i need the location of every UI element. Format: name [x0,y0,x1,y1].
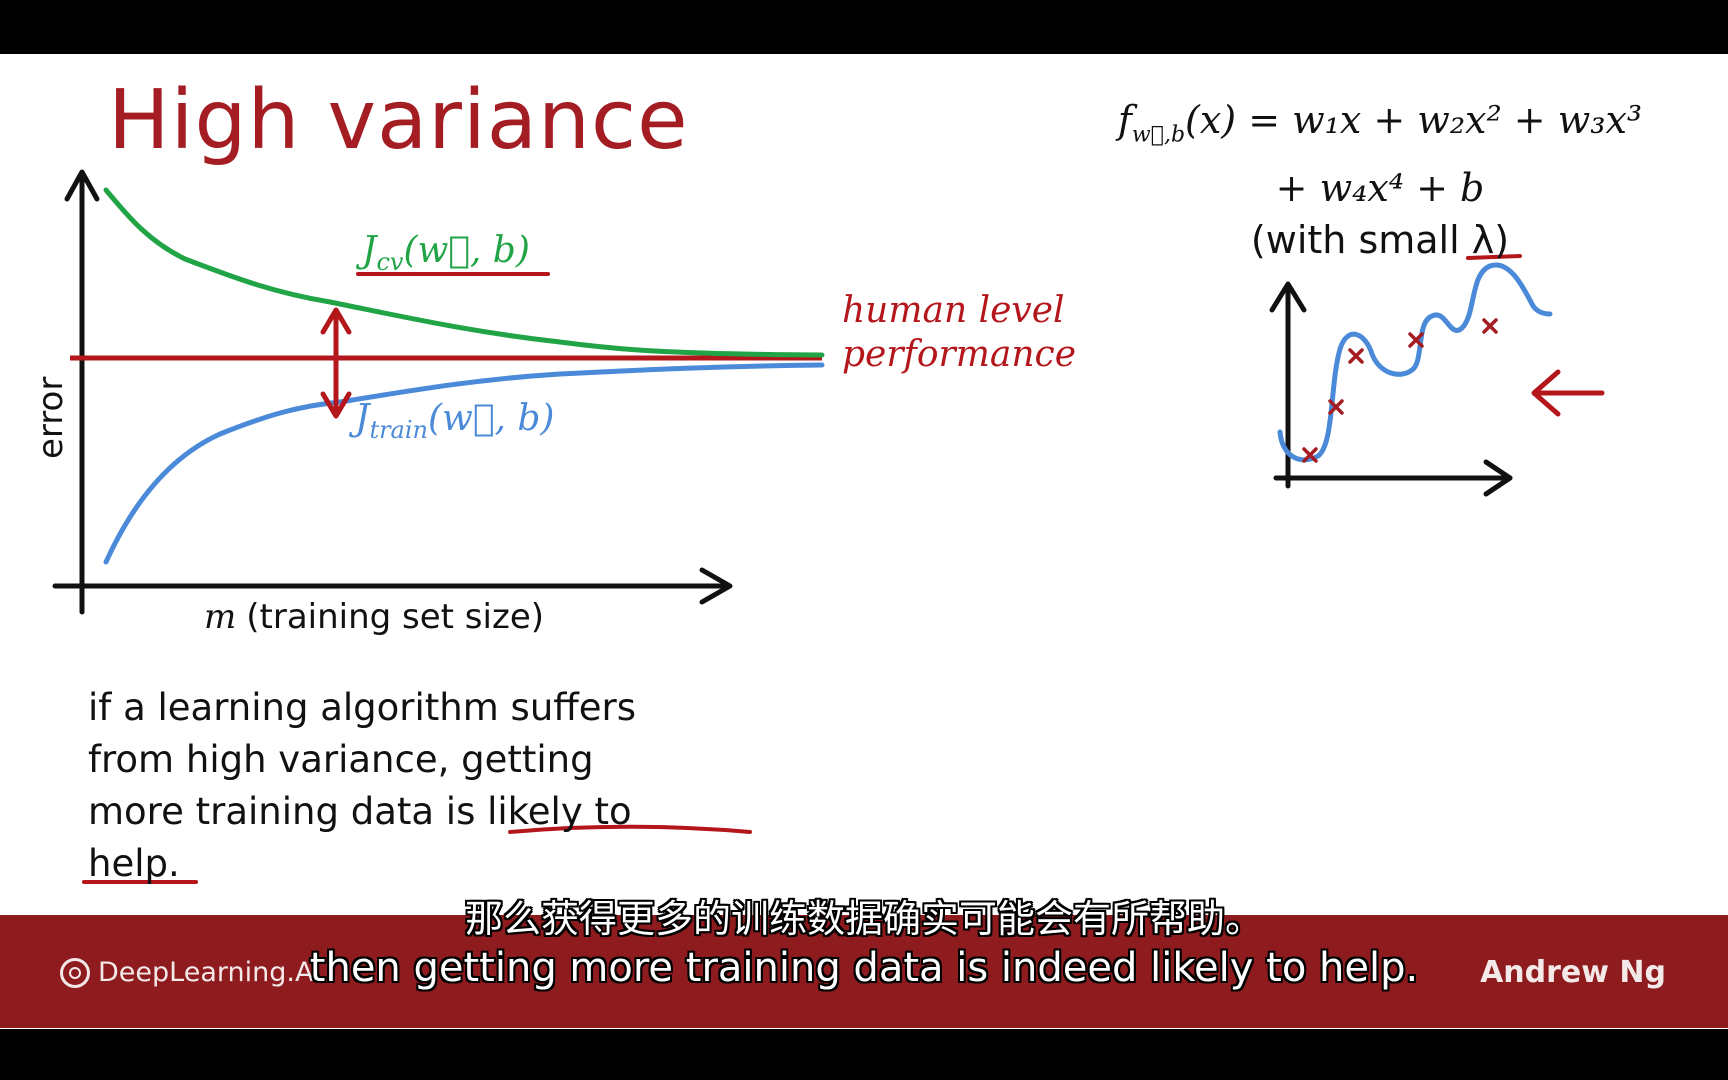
slide-title: High variance [108,73,689,168]
data-point-x [1408,332,1424,348]
jtrain-curve [103,362,825,565]
data-points [1302,318,1498,463]
slide: High variance Jcv(w⃗, b) Jtrain(w⃗, b) h… [0,54,1728,1029]
learning-curve-graph: Jcv(w⃗, b) Jtrain(w⃗, b) human level per… [31,169,1605,884]
y-axis-label: error [31,377,71,459]
data-point-x [1302,447,1318,463]
deeplearning-logo-icon [60,957,90,988]
jcv-curve [103,187,825,358]
lambda-underline [1466,254,1522,260]
author-name: Andrew Ng [1480,955,1666,990]
human-level-label-line1: human level [842,290,1065,331]
data-point-x [1348,348,1364,364]
footer-bar: DeepLearning.AI Andrew Ng [0,915,1728,1028]
graph-axes [52,169,733,615]
data-point-x [1482,318,1498,334]
data-point-x [1328,399,1344,415]
gap-double-arrow [320,307,352,419]
formula-line-2: + w₄x⁴ + b [1275,165,1485,210]
logo-text: DeepLearning.AI [98,957,322,988]
pointer-arrow [1531,369,1605,417]
subtitle-english: then getting more training data is indee… [309,945,1419,991]
overfit-curve [1277,262,1553,463]
x-axis-arrowhead [699,567,733,605]
small-fit-plot [1269,262,1605,497]
y-axis-arrowhead [64,169,100,202]
jcv-label: Jcv(w⃗, b) [355,230,530,276]
formula-line-1: fw⃗,b(x) = w₁x + w₂x² + w₃x³ [1117,98,1643,148]
underline-is-likely-to [508,824,752,834]
model-formula: fw⃗,b(x) = w₁x + w₂x² + w₃x³ + w₄x⁴ + b … [1080,94,1680,266]
jtrain-label: Jtrain(w⃗, b) [348,398,554,444]
x-axis-label: m (training set size) [204,597,544,637]
subtitle-chinese: 那么获得更多的训练数据确实可能会有所帮助。 [464,897,1263,941]
small-plot-y-arrowhead [1269,281,1307,313]
body-text: if a learning algorithm suffers from hig… [88,686,637,885]
formula-line-3: (with small λ) [1250,217,1510,262]
human-level-label-line2: performance [842,334,1076,375]
small-plot-x-arrowhead [1483,459,1513,497]
deeplearning-logo: DeepLearning.AI [60,957,321,988]
